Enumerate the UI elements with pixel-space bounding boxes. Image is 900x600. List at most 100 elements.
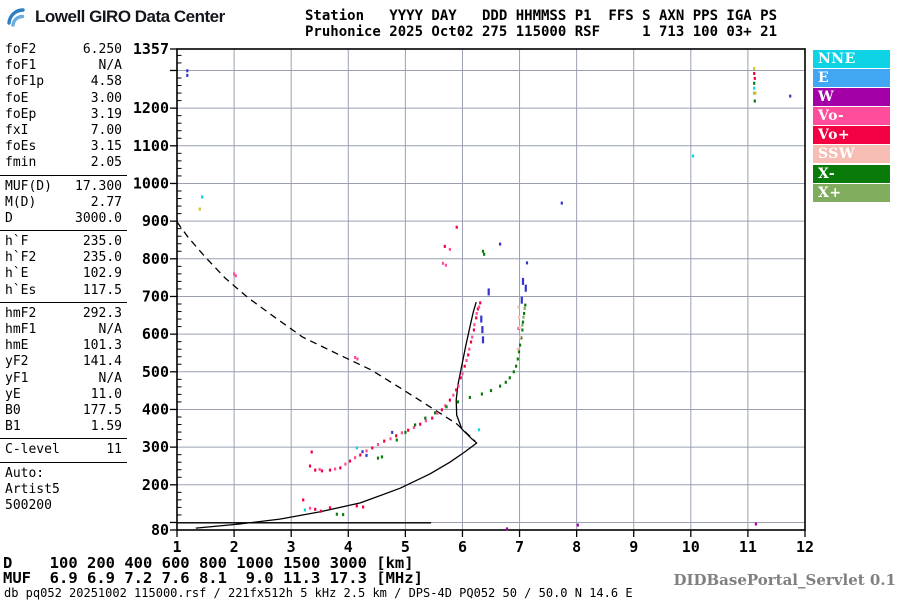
param-value: 3000.0 bbox=[75, 210, 122, 226]
w-echoes bbox=[505, 522, 757, 531]
param-label: C-level bbox=[5, 442, 60, 458]
param-row: hmF1 N/A bbox=[5, 322, 122, 338]
param-label: h`F bbox=[5, 234, 29, 250]
giro-logo[interactable]: Lowell GIRO Data Center bbox=[6, 6, 225, 28]
param-row: foF1 N/A bbox=[5, 58, 122, 74]
param-label: foEp bbox=[5, 106, 37, 122]
ionogram-plot: 1357120011001000900800700600500400300200… bbox=[133, 40, 814, 556]
param-label: hmF2 bbox=[5, 305, 37, 321]
param-row: fxI 7.00 bbox=[5, 123, 122, 139]
nne-echoes bbox=[201, 86, 756, 512]
param-row: hmF2 292.3 bbox=[5, 306, 122, 322]
param-row: D 3000.0 bbox=[5, 211, 122, 227]
param-value: 102.9 bbox=[82, 266, 122, 282]
param-label: hmF1 bbox=[5, 322, 37, 337]
y-axis-ticks bbox=[170, 48, 182, 531]
y-tick-label: 1200 bbox=[133, 99, 169, 117]
param-label: h`F2 bbox=[5, 250, 37, 266]
autoscaling-info: Artist5 bbox=[5, 481, 60, 497]
param-label: fmin bbox=[5, 155, 37, 171]
x-tick-label: 3 bbox=[287, 538, 296, 556]
scaled-parameters-panel: foF2 6.250 foF1 N/A foF1p 4.58 foE 3.00 foEp 3.19… bbox=[0, 42, 127, 514]
param-row: yF1 N/A bbox=[5, 371, 122, 387]
param-label: hmE bbox=[5, 338, 29, 354]
param-row: h`F2 235.0 bbox=[5, 250, 122, 266]
x-tick-label: 1 bbox=[172, 538, 181, 556]
x-trace-x-minus bbox=[335, 81, 756, 517]
ssw-echoes bbox=[516, 305, 522, 351]
x-tick-label: 5 bbox=[401, 538, 410, 556]
muf-transmission-curve bbox=[176, 221, 476, 442]
x-tick-label: 7 bbox=[515, 538, 524, 556]
param-label: foEs bbox=[5, 139, 37, 155]
param-value: 141.4 bbox=[82, 354, 122, 370]
y-tick-label: 200 bbox=[142, 476, 169, 494]
y-axis-labels: 1357 1200 1100 1000 900 800 700 600 500 400 300 200… bbox=[133, 40, 169, 539]
param-row: foEp 3.19 bbox=[5, 107, 122, 123]
param-separator bbox=[0, 174, 127, 176]
param-value: 11.0 bbox=[90, 386, 122, 402]
param-label: yF1 bbox=[5, 370, 29, 386]
servlet-version: DIDBasePortal_Servlet 0.1 bbox=[673, 571, 896, 589]
giro-logo-text: Lowell GIRO Data Center bbox=[35, 7, 225, 26]
param-value: 101.3 bbox=[82, 338, 122, 354]
param-separator bbox=[0, 230, 127, 232]
y-tick-label: 600 bbox=[142, 325, 169, 343]
param-value: 292.3 bbox=[82, 305, 122, 321]
x-tick-label: 12 bbox=[796, 538, 814, 556]
y-tick-label: 1357 bbox=[133, 40, 169, 58]
param-label: B1 bbox=[5, 419, 21, 435]
legend-item-x: X+ bbox=[813, 184, 890, 202]
param-value: N/A bbox=[98, 58, 122, 74]
param-row: h`Es 117.5 bbox=[5, 283, 122, 299]
param-value: 4.58 bbox=[90, 74, 122, 90]
y-tick-label: 900 bbox=[142, 212, 169, 230]
param-value: 235.0 bbox=[82, 234, 122, 250]
legend-item-vo: Vo+ bbox=[813, 126, 890, 144]
param-value: 235.0 bbox=[82, 250, 122, 266]
gridlines bbox=[177, 49, 805, 530]
plot-border bbox=[176, 48, 806, 531]
param-row: h`F 235.0 bbox=[5, 234, 122, 250]
param-value: 177.5 bbox=[82, 402, 122, 418]
o-trace-vo-plus bbox=[302, 72, 756, 513]
autoscaling-info: 500200 bbox=[5, 497, 52, 513]
x-trace-x-plus bbox=[521, 91, 756, 327]
y-tick-label: 1000 bbox=[133, 174, 169, 192]
param-value: 3.19 bbox=[90, 106, 122, 122]
param-value: 17.300 bbox=[75, 178, 122, 194]
param-row: hmE 101.3 bbox=[5, 338, 122, 354]
legend-item-nne: NNE bbox=[813, 50, 890, 68]
x-axis-ticks bbox=[176, 530, 806, 537]
param-label: fxI bbox=[5, 122, 29, 138]
param-value: 6.250 bbox=[82, 42, 122, 57]
param-value: 11 bbox=[106, 442, 122, 458]
param-separator bbox=[0, 438, 127, 440]
distance-row: D 100 200 400 600 800 1000 1500 3000 [km… bbox=[3, 554, 414, 572]
param-separator bbox=[0, 461, 127, 463]
param-value: 2.05 bbox=[90, 155, 122, 171]
param-row: foEs 3.15 bbox=[5, 139, 122, 155]
param-label: h`E bbox=[5, 266, 29, 282]
param-row: foF2 6.250 bbox=[5, 42, 122, 58]
param-label: yE bbox=[5, 386, 21, 402]
param-label: h`Es bbox=[5, 282, 37, 298]
legend-item-w: W bbox=[813, 88, 890, 106]
y-tick-label: 700 bbox=[142, 287, 169, 305]
legend-item-e: E bbox=[813, 69, 890, 87]
param-label: foF1 bbox=[5, 58, 37, 74]
polarization-legend: NNE E W Vo- Vo+ SSW X- X+ bbox=[813, 50, 890, 203]
y-tick-label: 800 bbox=[142, 250, 169, 268]
param-row: fmin 2.05 bbox=[5, 155, 122, 171]
param-row: B1 1.59 bbox=[5, 419, 122, 435]
param-label: B0 bbox=[5, 402, 21, 418]
autoscaling-info: Auto: bbox=[5, 465, 45, 481]
x-tick-label: 2 bbox=[230, 538, 239, 556]
header-values-line: Pruhonice 2025 Oct02 275 115000 RSF 1 71… bbox=[305, 24, 778, 40]
param-value: N/A bbox=[98, 370, 122, 386]
x-tick-label: 10 bbox=[682, 538, 700, 556]
e-echoes-dots bbox=[186, 69, 792, 457]
param-value: 3.15 bbox=[90, 139, 122, 155]
x-tick-label: 6 bbox=[458, 538, 467, 556]
